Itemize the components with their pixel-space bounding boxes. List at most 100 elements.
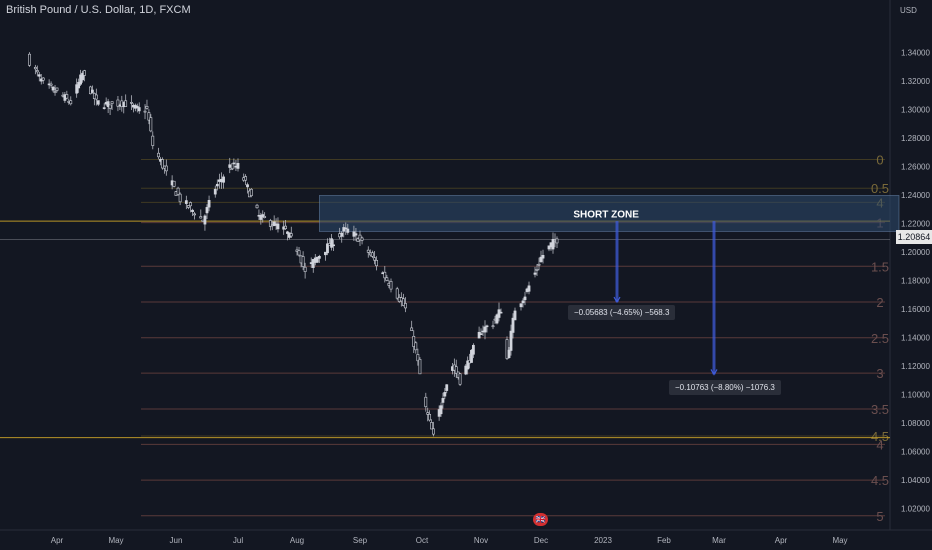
candle-body (33, 66, 37, 70)
candle-body (344, 227, 348, 230)
candle-body (414, 342, 418, 351)
candle-body (215, 183, 219, 187)
candle-body (143, 110, 147, 113)
candle-body (297, 250, 301, 256)
candle-body (49, 83, 53, 86)
measure-arrow-head (710, 369, 718, 376)
candle-body (404, 303, 407, 309)
candle-body (228, 164, 232, 168)
current-price-tag: 1.20864 (896, 230, 932, 244)
fib-level-label: 3.5 (871, 402, 889, 417)
candle-body (426, 412, 430, 415)
candle-body (342, 227, 346, 232)
candle-body (246, 184, 249, 188)
candle-body (428, 414, 432, 421)
fib-level-label: 0 (876, 152, 883, 167)
fib-level-label: 2.5 (871, 331, 889, 346)
x-tick-label: Oct (416, 536, 429, 545)
candle-body (137, 107, 141, 112)
y-tick-label: 1.26000 (901, 163, 930, 172)
candle-body (418, 358, 422, 375)
fib-level-label: 4 (876, 437, 883, 452)
x-tick-label: Apr (775, 536, 788, 545)
y-tick-label: 1.22000 (901, 220, 930, 229)
candle-body (28, 53, 31, 66)
candle-body (555, 238, 559, 244)
candle-body (483, 326, 487, 333)
candle-body (51, 86, 55, 91)
candle-body (389, 281, 393, 290)
y-tick-label: 1.04000 (901, 476, 930, 485)
y-tick-label: 1.28000 (901, 134, 930, 143)
candle-body (511, 317, 515, 333)
candle-body (261, 214, 265, 218)
candle-body (263, 216, 267, 218)
candle-body (366, 249, 370, 253)
candle-body (249, 188, 253, 197)
fib-level-label: 1.5 (871, 259, 889, 274)
candle-body (479, 333, 483, 335)
candle-body (83, 70, 86, 76)
y-tick-label: 1.06000 (901, 448, 930, 457)
candle-body (255, 204, 259, 209)
candle-body (443, 392, 447, 397)
candle-body (424, 396, 428, 408)
x-tick-label: May (108, 536, 123, 545)
y-tick-label: 1.34000 (901, 49, 930, 58)
candle-body (523, 296, 527, 301)
candle-body (533, 272, 537, 275)
x-tick-label: Nov (474, 536, 488, 545)
candle-body (284, 225, 287, 229)
candle-body (370, 252, 374, 257)
x-tick-label: Apr (51, 536, 64, 545)
candle-body (527, 285, 531, 292)
candle-body (395, 288, 399, 299)
candle-body (541, 254, 545, 259)
candle-body (213, 188, 217, 195)
candle-body (41, 77, 45, 81)
currency-label: USD (900, 6, 917, 15)
y-tick-label: 1.20000 (901, 248, 930, 257)
candle-body (458, 373, 462, 385)
x-tick-label: Mar (712, 536, 726, 545)
candle-body (199, 216, 203, 219)
x-tick-label: Jun (170, 536, 183, 545)
fib-level-label: 4.5 (871, 429, 889, 444)
y-tick-label: 1.08000 (901, 419, 930, 428)
candle-body (116, 99, 120, 107)
y-tick-label: 1.02000 (901, 505, 930, 514)
candle-body (537, 263, 541, 266)
candle-body (445, 384, 449, 391)
candle-body (289, 233, 293, 237)
candle-body (161, 159, 164, 169)
candle-body (303, 266, 307, 272)
candle-body (157, 152, 160, 158)
y-tick-label: 1.10000 (901, 391, 930, 400)
candle-body (385, 277, 389, 281)
candle-body (340, 232, 344, 237)
x-tick-label: 2023 (594, 536, 612, 545)
candle-body (147, 112, 151, 121)
candle-body (189, 202, 192, 207)
candle-body (268, 220, 272, 227)
candle-body (315, 256, 319, 263)
candle-body (81, 72, 84, 81)
candle-body (454, 366, 458, 374)
candle-body (383, 271, 387, 279)
candle-body (145, 106, 149, 109)
measure-label: −0.10763 (−8.80%) −1076.3 (669, 380, 781, 395)
candle-body (191, 209, 194, 212)
candle-body (441, 398, 445, 403)
candle-body (471, 344, 475, 355)
uk-flag-icon[interactable]: 🇬🇧 (533, 513, 548, 526)
candle-body (439, 405, 443, 415)
candle-body (65, 94, 69, 99)
candle-body (360, 237, 364, 241)
candle-body (301, 256, 305, 267)
candle-body (110, 101, 114, 104)
fib-level-label: 4.5 (871, 473, 889, 488)
candle-body (466, 360, 470, 370)
candle-body (75, 84, 79, 94)
candle-body (521, 300, 525, 304)
